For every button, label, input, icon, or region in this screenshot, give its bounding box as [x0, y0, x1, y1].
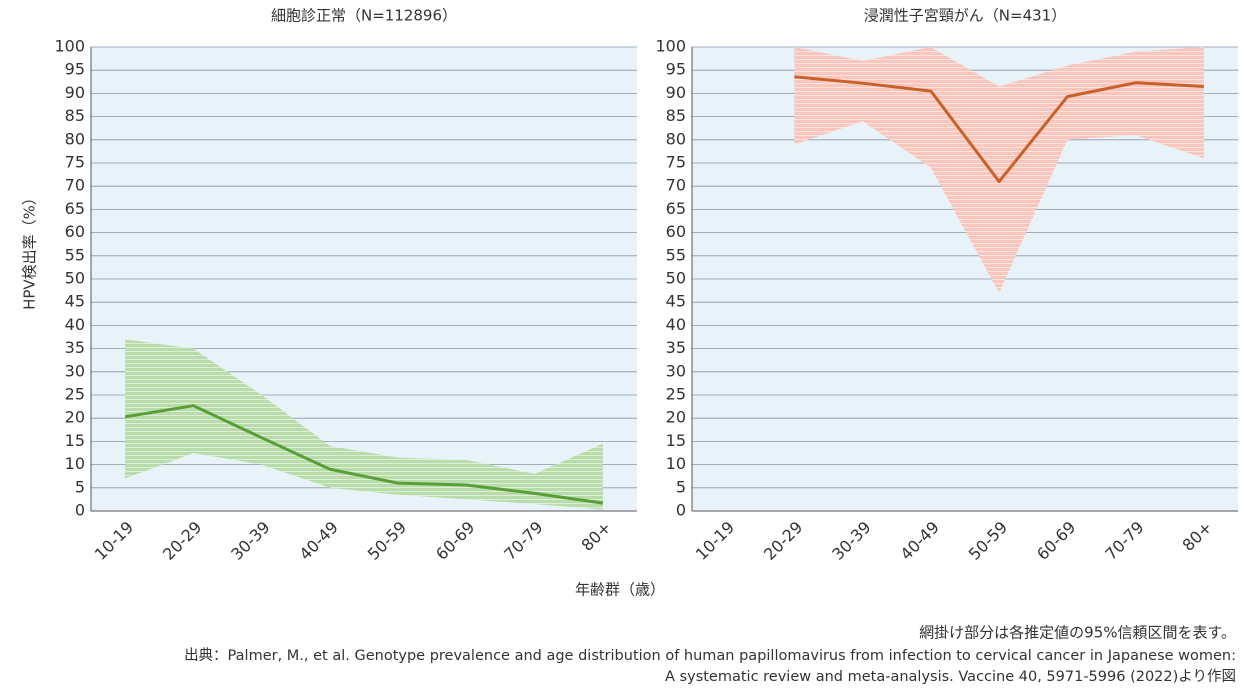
y-tick-label: 35 [65, 338, 85, 357]
confidence-band [999, 65, 1068, 293]
x-tick-label: 10-19 [91, 518, 137, 564]
x-tick-label: 20-29 [159, 518, 205, 564]
y-tick-label: 30 [65, 361, 85, 380]
y-tick-label: 95 [666, 60, 686, 79]
confidence-band [193, 348, 262, 465]
y-tick-label: 75 [65, 153, 85, 172]
y-tick-label: 40 [666, 315, 686, 334]
y-tick-label: 65 [65, 199, 85, 218]
y-tick-label: 70 [666, 176, 686, 195]
confidence-band [398, 457, 467, 500]
y-tick-label: 20 [65, 408, 85, 427]
x-tick-label: 60-69 [432, 518, 478, 564]
confidence-band [534, 443, 603, 510]
y-tick-label: 100 [54, 37, 85, 56]
x-axis-label: 年齢群（歳） [575, 581, 665, 599]
y-tick-label: 10 [666, 454, 686, 473]
x-tick-label: 80+ [1179, 518, 1216, 555]
y-tick-label: 80 [666, 129, 686, 148]
x-tick-label: 50-59 [965, 518, 1011, 564]
y-tick-label: 25 [666, 385, 686, 404]
y-tick-label: 80 [65, 129, 85, 148]
y-tick-label: 5 [676, 477, 686, 496]
x-tick-label: 20-29 [760, 518, 806, 564]
data-line [794, 75, 1204, 184]
y-tick-label: 5 [75, 477, 85, 496]
x-tick-label: 40-49 [296, 518, 342, 564]
y-tick-label: 75 [666, 153, 686, 172]
y-tick-label: 15 [65, 431, 85, 450]
y-tick-label: 45 [65, 292, 85, 311]
chart-title: 浸潤性子宮頸がん（N=431） [864, 7, 1066, 25]
confidence-band [466, 459, 535, 505]
y-tick-label: 40 [65, 315, 85, 334]
y-tick-label: 10 [65, 454, 85, 473]
y-tick-label: 100 [655, 37, 686, 56]
note: 網掛け部分は各推定値の95%信頼区間を表す。 [919, 624, 1236, 642]
chart-title: 細胞診正常（N=112896） [271, 7, 457, 25]
x-tick-label: 10-19 [692, 518, 738, 564]
y-tick-label: 15 [666, 431, 686, 450]
y-tick-label: 0 [75, 501, 85, 520]
confidence-band [261, 395, 330, 488]
y-tick-label: 30 [666, 361, 686, 380]
confidence-band [930, 47, 1000, 293]
x-tick-label: 70-79 [500, 518, 546, 564]
y-tick-label: 35 [666, 338, 686, 357]
y-tick-label: 50 [65, 269, 85, 288]
y-axis-label: HPV検出率（%） [21, 190, 39, 310]
data-line [124, 404, 604, 505]
x-tick-label: 30-39 [227, 518, 273, 564]
source: A systematic review and meta-analysis. V… [665, 668, 1236, 685]
x-tick-label: 70-79 [1101, 518, 1147, 564]
confidence-band [329, 446, 399, 495]
confidence-band [862, 47, 931, 168]
y-tick-label: 85 [666, 106, 686, 125]
x-tick-label: 40-49 [897, 518, 943, 564]
y-tick-label: 90 [65, 83, 85, 102]
x-tick-label: 30-39 [828, 518, 874, 564]
y-tick-label: 25 [65, 385, 85, 404]
y-tick-label: 85 [65, 106, 85, 125]
y-tick-label: 60 [666, 222, 686, 241]
y-tick-label: 60 [65, 222, 85, 241]
y-tick-label: 65 [666, 199, 686, 218]
y-tick-label: 70 [65, 176, 85, 195]
confidence-band [1135, 47, 1204, 159]
y-tick-label: 55 [666, 245, 686, 264]
x-tick-label: 50-59 [364, 518, 410, 564]
x-tick-label: 80+ [578, 518, 615, 555]
y-tick-label: 0 [676, 501, 686, 520]
y-tick-label: 95 [65, 60, 85, 79]
confidence-band [1067, 51, 1136, 140]
y-tick-label: 50 [666, 269, 686, 288]
confidence-band [125, 339, 194, 479]
y-tick-label: 20 [666, 408, 686, 427]
x-tick-label: 60-69 [1033, 518, 1079, 564]
y-tick-label: 45 [666, 292, 686, 311]
y-tick-label: 90 [666, 83, 686, 102]
source: 出典：Palmer, M., et al. Genotype prevalenc… [184, 647, 1236, 664]
y-tick-label: 55 [65, 245, 85, 264]
confidence-band [794, 47, 863, 145]
